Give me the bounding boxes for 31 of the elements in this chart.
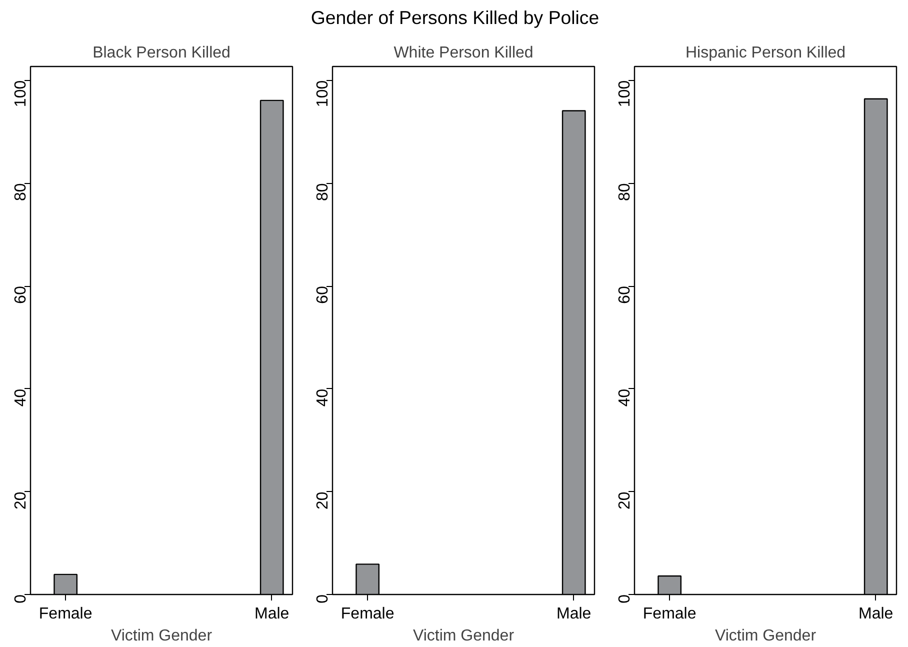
x-axis-title: Victim Gender: [412, 627, 515, 644]
y-tick-label: 40: [314, 388, 332, 406]
y-tick-label: 100: [314, 80, 332, 107]
y-tick-label: 60: [616, 286, 634, 304]
y-tick-label: 0: [12, 594, 30, 604]
x-tick-label: Male: [254, 605, 290, 622]
y-tick-label: 20: [616, 491, 634, 510]
y-tick-label: 80: [616, 182, 634, 201]
chart-title: White Person Killed: [394, 44, 534, 62]
y-tick-label: 40: [616, 388, 634, 406]
y-tick-label: 20: [314, 491, 332, 510]
chart-title: Hispanic Person Killed: [685, 44, 846, 62]
x-tick-label: Female: [340, 605, 394, 622]
y-tick-label: 80: [12, 182, 30, 201]
x-axis-title: Victim Gender: [110, 627, 213, 644]
y-tick-label: 40: [12, 388, 30, 406]
x-tick-label: Female: [38, 605, 92, 622]
y-tick-label: 0: [314, 594, 332, 604]
y-tick-label: 100: [616, 80, 634, 107]
x-axis-title: Victim Gender: [714, 627, 817, 644]
y-tick-label: 0: [616, 594, 634, 604]
x-tick-label: Male: [858, 605, 894, 622]
y-tick-label: 60: [314, 286, 332, 304]
y-tick-label: 60: [12, 286, 30, 304]
y-tick-label: 80: [314, 182, 332, 201]
x-tick-label: Female: [642, 605, 696, 622]
y-tick-label: 100: [12, 80, 30, 107]
chart-title: Black Person Killed: [92, 44, 230, 62]
x-tick-label: Male: [556, 605, 592, 622]
text: Gender of Persons Killed by Police: [310, 6, 600, 30]
y-tick-label: 20: [12, 491, 30, 510]
